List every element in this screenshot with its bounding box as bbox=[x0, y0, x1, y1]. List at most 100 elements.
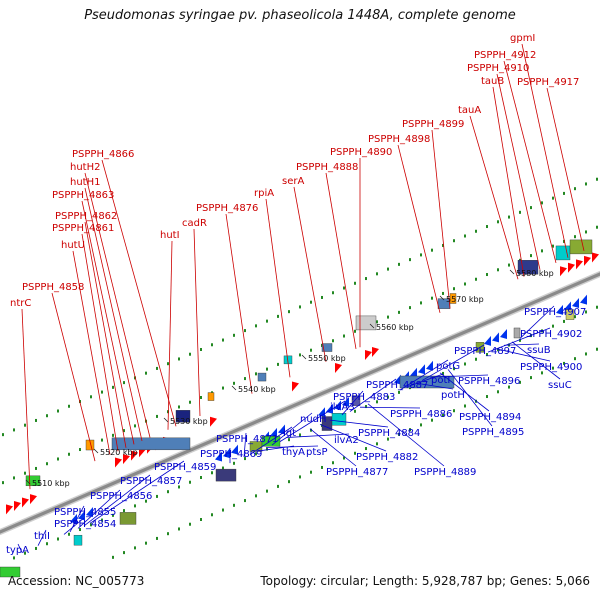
tick-dot bbox=[211, 343, 213, 347]
forward-gene-arrow bbox=[6, 504, 13, 515]
tick-dot bbox=[46, 414, 48, 418]
reverse-leader-line bbox=[447, 369, 493, 427]
tick-dot bbox=[453, 287, 455, 291]
forward-gene-arrow bbox=[576, 259, 583, 270]
scale-tick-label: 5560 kbp bbox=[376, 323, 414, 332]
gene-block bbox=[513, 327, 521, 339]
tick-dot bbox=[156, 536, 158, 540]
reverse-leader-line bbox=[421, 344, 485, 381]
tick-dot bbox=[288, 438, 290, 442]
tick-dot bbox=[101, 438, 103, 442]
scale-tick bbox=[369, 323, 375, 329]
tick-dot bbox=[299, 433, 301, 437]
reverse-gene-arrow bbox=[270, 427, 277, 438]
forward-gene-label: PSPPH_4862 bbox=[55, 211, 117, 222]
tick-dot bbox=[541, 371, 543, 375]
tick-dot bbox=[321, 295, 323, 299]
scale-tick-label: 5520 kbp bbox=[100, 448, 138, 457]
tick-dot bbox=[508, 385, 510, 389]
reverse-gene-label: PSPPH_4894 bbox=[459, 412, 521, 423]
reverse-gene-label: PSPPH_4857 bbox=[120, 476, 182, 487]
reverse-leader-line bbox=[407, 373, 444, 387]
reverse-gene-label: potI bbox=[431, 375, 450, 386]
reverse-gene-label: PSPPH_4877 bbox=[326, 467, 388, 478]
forward-leader-line bbox=[496, 73, 541, 270]
tick-dot bbox=[508, 263, 510, 267]
reverse-gene-arrow bbox=[426, 360, 433, 371]
tick-dot bbox=[35, 418, 37, 422]
tick-dot bbox=[365, 277, 367, 281]
gene-block bbox=[355, 315, 377, 331]
tick-dot bbox=[46, 542, 48, 546]
forward-leader-line bbox=[72, 250, 111, 455]
tick-dot bbox=[398, 262, 400, 266]
reverse-leader-line bbox=[319, 424, 387, 452]
tick-dot bbox=[35, 546, 37, 550]
tick-dot bbox=[475, 277, 477, 281]
reverse-gene-label: PSPPH_4887 bbox=[366, 380, 428, 391]
tick-dot bbox=[310, 470, 312, 474]
reverse-gene-label: PSPPH_4871 bbox=[216, 434, 278, 445]
tick-dot bbox=[255, 452, 257, 456]
tick-dot bbox=[552, 324, 554, 328]
reverse-leader-line bbox=[17, 543, 23, 553]
reverse-gene-arrow bbox=[342, 396, 349, 407]
tick-dot bbox=[200, 476, 202, 479]
tick-dot bbox=[530, 254, 532, 258]
tick-dot bbox=[453, 367, 455, 371]
tick-dot bbox=[255, 324, 257, 328]
tick-dot bbox=[255, 494, 257, 498]
gene-block bbox=[449, 293, 457, 304]
reverse-gene-label: PSPPH_4854 bbox=[54, 519, 116, 530]
tick-dot bbox=[123, 429, 125, 433]
tick-dot bbox=[167, 532, 169, 536]
tick-dot bbox=[442, 243, 444, 247]
tick-dot bbox=[222, 466, 224, 470]
tick-dot bbox=[277, 314, 279, 318]
gene-block bbox=[0, 566, 21, 578]
forward-leader-line bbox=[51, 292, 96, 462]
tick-dot bbox=[585, 230, 587, 234]
tick-dot bbox=[563, 239, 565, 243]
reverse-gene-label: PSPPH_4896 bbox=[458, 376, 520, 387]
forward-leader-line bbox=[293, 186, 327, 362]
tick-dot bbox=[233, 461, 235, 465]
tick-dot bbox=[189, 480, 191, 484]
gene-block bbox=[111, 437, 191, 451]
tick-dot bbox=[343, 286, 345, 290]
tick-dot bbox=[497, 348, 499, 352]
reverse-gene-arrow bbox=[500, 328, 507, 339]
forward-gene-label: PSPPH_4910 bbox=[467, 63, 529, 74]
tick-dot bbox=[24, 471, 26, 475]
tick-dot bbox=[178, 527, 180, 531]
tick-dot bbox=[35, 466, 37, 470]
reverse-gene-arrow bbox=[580, 294, 587, 305]
tick-dot bbox=[57, 457, 59, 461]
reverse-gene-arrow bbox=[410, 367, 417, 378]
tick-dot bbox=[354, 281, 356, 285]
tick-dot bbox=[541, 249, 543, 253]
reverse-leader-line bbox=[243, 432, 247, 458]
forward-gene-arrow bbox=[115, 457, 122, 468]
tick-dot bbox=[277, 362, 279, 366]
tick-dot bbox=[574, 187, 576, 191]
tick-dot bbox=[200, 396, 202, 399]
tick-dot bbox=[156, 414, 158, 418]
forward-gene-arrow bbox=[131, 450, 138, 461]
reverse-gene-label: potG bbox=[436, 361, 460, 372]
forward-leader-line bbox=[84, 221, 127, 448]
forward-gene-label: cadR bbox=[182, 218, 207, 229]
forward-leader-line bbox=[521, 43, 569, 258]
forward-gene-label: hutH2 bbox=[70, 162, 100, 173]
tick-dot bbox=[442, 413, 444, 417]
reverse-leader-line bbox=[495, 348, 551, 362]
tick-dot bbox=[508, 215, 510, 219]
tick-dot bbox=[277, 484, 279, 488]
reverse-leader-line bbox=[271, 412, 313, 446]
tick-dot bbox=[365, 405, 367, 409]
scale-tick-label: 5530 kbp bbox=[170, 417, 208, 426]
tick-dot bbox=[530, 206, 532, 210]
reverse-gene-label: PSPPH_4907 bbox=[524, 307, 586, 318]
